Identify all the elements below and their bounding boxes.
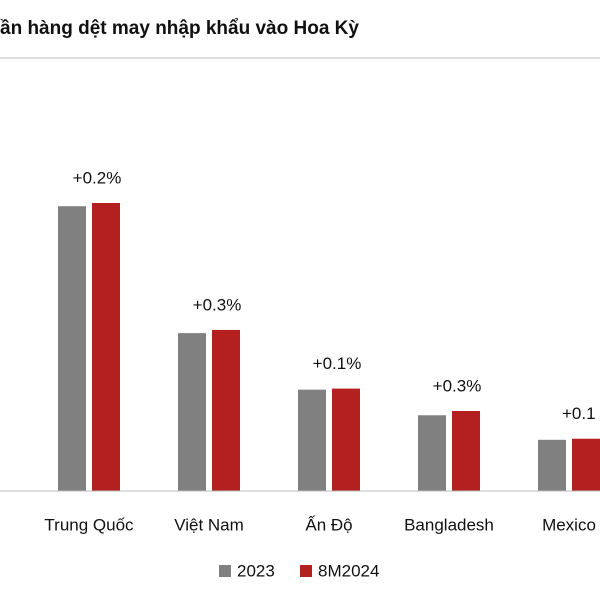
legend-label: 8M2024 bbox=[318, 561, 379, 580]
bar bbox=[332, 388, 360, 491]
legend-swatch bbox=[219, 565, 231, 577]
legend-swatch bbox=[300, 565, 312, 577]
bar bbox=[298, 389, 326, 491]
x-tick-label: Trung Quốc bbox=[44, 515, 134, 534]
x-tick-label: Việt Nam bbox=[174, 515, 244, 534]
x-tick-label: Mexico bbox=[542, 515, 596, 534]
bar bbox=[58, 206, 86, 491]
bar bbox=[418, 415, 446, 491]
bar bbox=[92, 203, 120, 491]
x-tick-label: Ấn Độ bbox=[305, 515, 352, 534]
bar bbox=[178, 333, 206, 491]
bar bbox=[538, 439, 566, 491]
legend-label: 2023 bbox=[237, 561, 275, 580]
chart-title: ần hàng dệt may nhập khẩu vào Hoa Kỳ bbox=[0, 18, 359, 39]
bar bbox=[452, 411, 480, 491]
annotation: +0.3% bbox=[433, 376, 482, 395]
annotation: +0.1% bbox=[313, 354, 362, 373]
bar bbox=[212, 329, 240, 491]
bar bbox=[572, 438, 600, 491]
annotation: +0.1 bbox=[562, 404, 596, 423]
x-tick-label: Bangladesh bbox=[404, 515, 494, 534]
annotation: +0.3% bbox=[193, 295, 242, 314]
annotation: +0.2% bbox=[73, 168, 122, 187]
